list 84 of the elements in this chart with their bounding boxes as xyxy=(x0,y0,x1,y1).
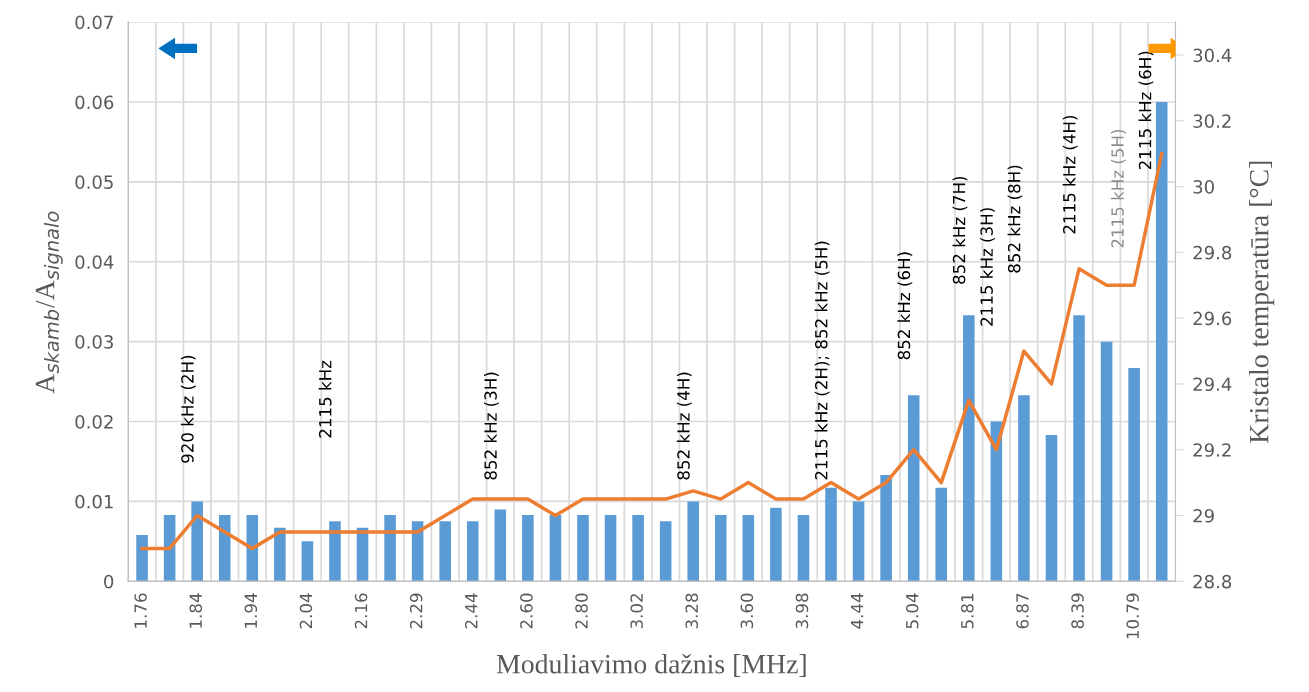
y-tick-label: 0.04 xyxy=(75,255,114,269)
annotation: 2115 kHz (4H) xyxy=(1062,115,1078,234)
annotation: 2115 kHz (5H) xyxy=(1110,129,1126,248)
bar xyxy=(935,487,948,582)
bar xyxy=(136,534,148,582)
bar xyxy=(1018,395,1030,582)
y2-tick-label: 28.8 xyxy=(1193,574,1232,589)
bar xyxy=(604,514,617,582)
x-tick-label: 2.44 xyxy=(464,593,478,629)
bar xyxy=(274,527,286,582)
y-tick-label: 0.01 xyxy=(75,494,113,509)
x-tick-label: 3.60 xyxy=(740,593,754,629)
x-tick-label: 3.28 xyxy=(685,593,699,629)
x-axis-title: Moduliavimo dažnis [MHz] xyxy=(496,653,806,677)
bar xyxy=(742,514,755,582)
x-tick-label: 1.76 xyxy=(134,593,147,628)
bar xyxy=(1045,435,1058,582)
x-tick-label: 2.04 xyxy=(299,593,313,629)
bar xyxy=(1073,315,1085,582)
bar xyxy=(218,514,231,582)
annotation: 852 kHz (8H) xyxy=(1007,165,1023,273)
bar xyxy=(466,521,479,582)
y2-tick-label: 30.2 xyxy=(1193,114,1231,128)
x-tick-label: 2.29 xyxy=(409,593,423,629)
y-tick-label: 0.02 xyxy=(75,414,113,429)
annotation: 2115 kHz (3H) xyxy=(980,208,995,326)
y-tick-label: 0.06 xyxy=(75,95,114,110)
bar xyxy=(329,521,341,582)
y-tick-label: 0.07 xyxy=(75,15,113,30)
annotation: 2115 kHz (6H) xyxy=(1138,51,1154,170)
x-tick-label: 1.84 xyxy=(189,593,203,628)
annotation: 920 kHz (2H) xyxy=(180,355,196,463)
bar xyxy=(494,509,507,582)
annotation: 852 kHz (4H) xyxy=(676,372,692,480)
y2-tick-label: 30.4 xyxy=(1193,48,1232,63)
x-tick-label: 2.80 xyxy=(575,593,588,629)
bar xyxy=(797,514,810,582)
annotation: 2115 kHz (2H); 852 kHz (5H) xyxy=(814,241,830,480)
bar xyxy=(687,501,700,582)
bar xyxy=(549,514,562,582)
bar xyxy=(770,507,782,582)
bar xyxy=(1128,368,1140,582)
x-tick-label: 5.04 xyxy=(905,593,919,629)
annotation: 852 kHz (3H) xyxy=(483,372,499,480)
bar xyxy=(301,541,314,582)
x-tick-label: 10.79 xyxy=(1126,593,1139,639)
x-tick-label: 5.81 xyxy=(961,593,974,629)
x-tick-label: 2.60 xyxy=(520,593,533,629)
y-tick-label: 0.05 xyxy=(75,175,113,190)
y2-tick-label: 29.8 xyxy=(1193,245,1232,260)
bar xyxy=(659,521,672,582)
bar xyxy=(1155,102,1168,582)
y2-tick-label: 29.4 xyxy=(1193,377,1232,392)
y2-tick-label: 29.2 xyxy=(1193,443,1231,457)
annotation: 852 kHz (7H) xyxy=(952,176,968,284)
x-tick-label: 3.98 xyxy=(795,593,809,629)
y-axis-title: A$_{skamb}$/A$_{signalo}$ xyxy=(35,211,63,394)
annotation: 2115 kHz xyxy=(318,360,332,438)
bar xyxy=(439,521,451,582)
x-tick-label: 3.02 xyxy=(630,594,643,629)
bar xyxy=(577,514,589,582)
x-tick-label: 6.87 xyxy=(1016,593,1029,629)
bar xyxy=(963,315,975,582)
annotation: 852 kHz (6H) xyxy=(897,252,913,360)
bar xyxy=(384,514,396,582)
x-tick-label: 8.39 xyxy=(1071,593,1084,629)
bar xyxy=(825,487,837,582)
bar xyxy=(191,501,203,582)
y2-tick-label: 29.6 xyxy=(1193,311,1232,326)
x-tick-label: 4.44 xyxy=(851,593,864,629)
x-tick-label: 1.94 xyxy=(244,593,258,628)
bar xyxy=(632,514,644,582)
bar xyxy=(907,395,920,582)
y-tick-label: 0 xyxy=(104,574,114,589)
y2-tick-label: 30 xyxy=(1193,180,1214,194)
bar xyxy=(880,475,892,582)
y2-tick-label: 29 xyxy=(1193,508,1214,523)
bar xyxy=(714,514,727,582)
bar xyxy=(522,514,534,582)
bar xyxy=(852,501,865,582)
y2-axis-title: Kristalo temperatūra [°C] xyxy=(1249,161,1275,443)
bar xyxy=(1100,341,1113,582)
x-tick-label: 2.16 xyxy=(354,593,368,629)
y-tick-label: 0.03 xyxy=(75,335,113,349)
